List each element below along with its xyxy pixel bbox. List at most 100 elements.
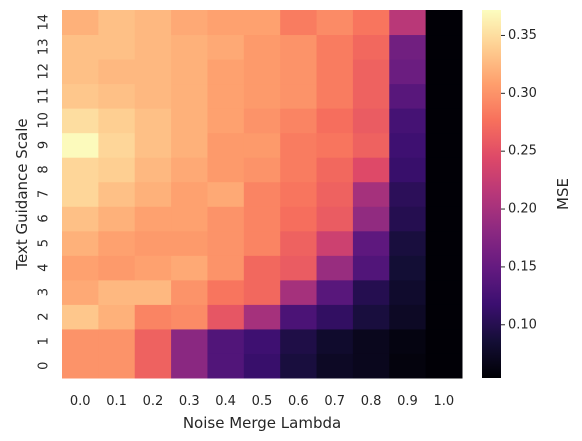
heatmap-cell [316,328,354,354]
heatmap-cell [425,206,463,232]
heatmap-cell [425,59,463,85]
heatmap-cell [389,279,427,305]
colorbar-tick-label: 0.25 [508,144,537,159]
heatmap-cell [207,230,245,256]
heatmap-cell [134,353,172,379]
heatmap-cell [134,279,172,305]
heatmap-cell [207,279,245,305]
colorbar-tick-label: 0.10 [508,317,537,332]
heatmap-cell [98,157,136,183]
heatmap-cell [207,34,245,60]
y-tick-label: 6 [37,214,52,222]
heatmap-cell [352,108,390,134]
y-tick-label: 10 [37,112,52,129]
colorbar-tick-label: 0.35 [508,28,537,43]
x-axis-label: Noise Merge Lambda [183,414,341,432]
heatmap-cell [62,132,99,158]
y-tick-label: 14 [36,14,51,31]
heatmap-cell [389,181,427,207]
heatmap-cell [62,59,99,85]
heatmap-cell [389,132,427,158]
y-tick-label: 12 [37,63,52,80]
heatmap-cell [243,328,281,354]
heatmap-cell [243,34,281,60]
heatmap-cell [98,59,136,85]
heatmap-cell [171,279,208,305]
heatmap-cell [243,181,281,207]
heatmap-cell [134,328,172,354]
heatmap-cell [243,279,281,305]
heatmap-cell [352,353,390,379]
heatmap-cell [280,59,318,85]
heatmap-cell [98,181,136,207]
heatmap-cell [171,59,208,85]
heatmap-cell [134,304,172,330]
heatmap-cell [98,34,136,60]
y-tick-label: 9 [37,141,52,149]
heatmap-cell [280,230,318,256]
y-tick-label: 2 [36,313,51,321]
heatmap-cell [316,83,354,109]
heatmap-cell [389,206,427,232]
heatmap-cell [171,328,208,354]
heatmap-cell [134,10,172,36]
heatmap-cell [280,279,318,305]
heatmap-cell [171,206,208,232]
heatmap-cell [243,353,281,379]
heatmap-cell [425,328,463,354]
heatmap-cell [98,10,136,36]
heatmap-cell [98,83,136,109]
heatmap-cell [425,230,463,256]
heatmap-cell [280,206,318,232]
heatmap-cell [316,34,354,60]
heatmap-cell [171,132,208,158]
heatmap-cell [171,10,208,36]
heatmap-cells [62,10,463,379]
heatmap-cell [62,328,99,354]
heatmap-cell [207,132,245,158]
heatmap-cell [425,83,463,109]
heatmap-cell [171,157,208,183]
heatmap-cell [352,328,390,354]
heatmap-cell [207,157,245,183]
y-tick-label: 5 [36,239,51,247]
heatmap-cell [425,34,463,60]
heatmap-cell [207,10,245,36]
heatmap-cell [98,279,136,305]
x-tick-label: 0.2 [143,394,164,409]
heatmap-cell [171,181,208,207]
heatmap-cell [425,108,463,134]
heatmap-cell [316,206,354,232]
colorbar-tick-label: 0.30 [508,86,537,101]
heatmap-cell [171,34,208,60]
heatmap-cell [280,34,318,60]
heatmap-cell [134,132,172,158]
heatmap-cell [171,108,208,134]
heatmap-cell [134,59,172,85]
heatmap-cell [243,108,281,134]
heatmap-cell [134,255,172,281]
heatmap-cell [352,230,390,256]
x-tick-labels: 0.0 0.1 0.2 0.3 0.4 0.5 0.6 0.7 0.8 0.9 1.0 [70,394,454,409]
heatmap-cell [280,157,318,183]
heatmap-cell [62,34,99,60]
x-tick-label: 0.3 [179,394,200,409]
heatmap-cell [316,255,354,281]
heatmap-cell [280,328,318,354]
heatmap-cell [425,157,463,183]
colorbar-tick-label: 0.20 [508,202,537,217]
heatmap-cell [389,353,427,379]
heatmap-cell [62,10,99,36]
heatmap-cell [389,230,427,256]
heatmap-cell [316,230,354,256]
heatmap-cell [134,181,172,207]
heatmap-cell [207,181,245,207]
heatmap-cell [98,255,136,281]
heatmap-cell [243,304,281,330]
heatmap-cell [207,304,245,330]
heatmap-cell [389,10,427,36]
heatmap-cell [280,10,318,36]
heatmap-cell [62,255,99,281]
heatmap-cell [62,206,99,232]
